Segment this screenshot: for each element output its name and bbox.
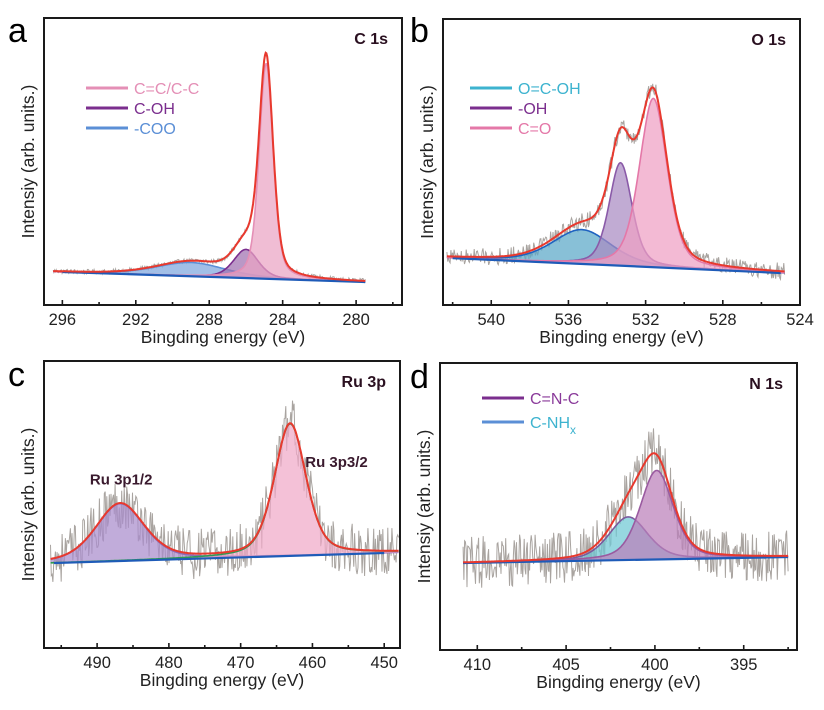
component-fill-c-c-c-c [53,63,366,282]
legend: O=C-OH -OH C=O [470,81,581,138]
panel-b-o1s: 540 536 532 528 524 Bingding energy (eV) Inten… [410,12,814,347]
legend-label-text: C-NH [530,415,570,432]
panel-d-n1s: 410 405 400 395 Bingding energy (eV) Intensiy… [410,358,798,692]
x-tick-label: 280 [342,311,370,329]
y-axis-label: Intensiy (arb. units.) [417,85,437,239]
x-tick-label: 410 [464,656,492,674]
panel-letter: c [8,356,25,394]
legend-label-text: C=O [518,121,551,138]
panel-title: Ru 3p [342,374,387,391]
legend-label: C-NHx [530,415,576,437]
panel-letter: a [8,12,27,50]
x-tick-label: 450 [370,654,398,672]
legend-item: C-OH [86,101,175,118]
legend-item: O=C-OH [470,81,581,98]
plot-area [462,428,789,588]
y-axis-label: Intensiy (arb. units.) [18,428,38,582]
panel-title: N 1s [749,376,783,393]
envelope-fit-line [446,86,785,273]
x-tick-label: 524 [786,311,814,329]
legend-label: O=C-OH [518,81,581,98]
panel-title: C 1s [354,31,388,48]
baseline-line [54,551,385,565]
legend-label: C=C/C-C [134,81,199,98]
panel-a-c1s: 296 292 288 284 280 Bingding energy (eV) Inten… [8,12,403,347]
x-tick-label: 536 [555,311,583,329]
legend-item: C-NHx [482,415,576,437]
envelope-fit-line [50,422,399,560]
plot-frame [439,362,798,651]
x-tick-label: 296 [49,311,77,329]
legend-item: C=C/C-C [86,81,199,98]
x-tick-label: 288 [195,311,223,329]
component-line-c-c-c-c [53,62,366,283]
y-axis-label: Intensiy (arb. units.) [18,85,38,239]
plot-frame [43,17,403,306]
baseline-line [463,555,789,565]
peak-annotation: Ru 3p1/2 [90,471,153,488]
x-tick-label: 540 [477,311,505,329]
panel-letter: d [410,358,429,396]
legend-label-text: C=N-C [530,391,579,408]
legend-label-text: C-OH [134,101,175,118]
envelope-fit-line [53,51,366,282]
plot-area [50,400,400,582]
peak-annotation: Ru 3p3/2 [305,454,368,471]
x-tick-label: 460 [299,654,327,672]
plot-area [52,51,366,284]
x-tick-label: 532 [632,311,660,329]
x-tick-label: 405 [552,656,580,674]
x-axis-label: Bingding energy (eV) [536,672,700,692]
component-fill-oh [446,162,785,274]
legend-label: -OH [518,101,547,118]
legend-label-text: -COO [134,121,176,138]
x-tick-label: 470 [227,654,255,672]
envelope-fit-line [462,452,789,564]
x-tick-label: 292 [122,311,150,329]
component-fill-ru-3p3-2 [50,423,399,564]
component-fill-c-n-c [463,470,789,563]
panel-title: O 1s [751,32,786,49]
component-fill-ru-3p1-2 [50,503,399,564]
x-tick-label: 400 [641,656,669,674]
legend-label-text: -OH [518,101,547,118]
legend-label: C=O [518,121,551,138]
x-tick-label: 284 [269,311,297,329]
legend-label-text: C=C/C-C [134,81,199,98]
legend: C=C/C-C C-OH -COO [86,81,199,138]
x-tick-label: 528 [709,311,737,329]
x-tick-label: 395 [730,656,758,674]
panel-letter: b [410,12,429,50]
legend-item: C=N-C [482,391,579,408]
plot-area [446,83,786,282]
plot-frame [43,360,401,649]
baseline-line [62,270,366,284]
legend-label: C=N-C [530,391,579,408]
x-tick-label: 490 [83,654,111,672]
legend-item: -OH [470,101,547,118]
legend-label: C-OH [134,101,175,118]
x-axis-label: Bingding energy (eV) [539,327,703,347]
x-axis-label: Bingding energy (eV) [140,670,304,690]
plot-frame [442,18,801,306]
y-axis-label: Intensiy (arb. units.) [414,430,434,584]
panel-c-ru3p: 490 480 470 460 450 Bingding energy (eV) Inten… [8,356,401,690]
raw-spectrum-line [462,428,789,588]
x-tick-label: 480 [155,654,183,672]
component-fill-coo [53,262,366,282]
baseline-line [452,256,781,275]
legend-label-text: O=C-OH [518,81,581,98]
legend-item: -COO [86,121,176,138]
legend-label-subscript: x [570,423,576,437]
legend: C=N-C C-NHx [482,391,579,437]
legend-item: C=O [470,121,551,138]
legend-label: -COO [134,121,176,138]
x-axis-label: Bingding energy (eV) [141,327,305,347]
